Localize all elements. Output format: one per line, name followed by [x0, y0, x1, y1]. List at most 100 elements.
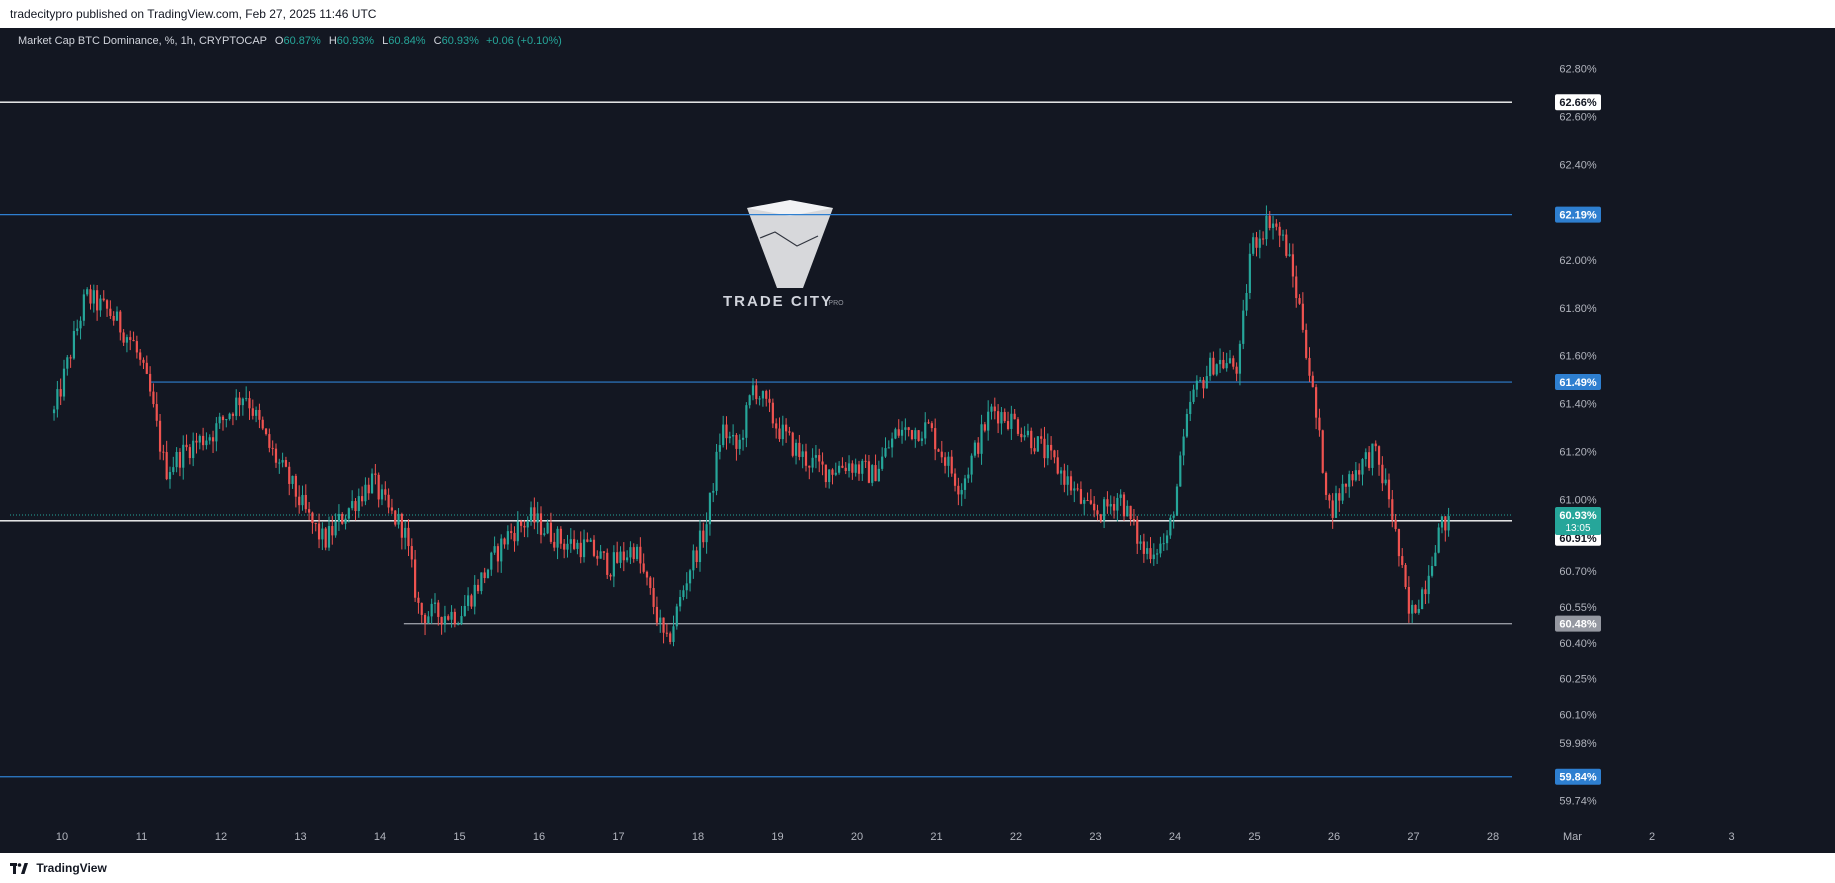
candle-body	[669, 633, 672, 642]
candle-body	[718, 445, 721, 452]
candle-body	[1364, 452, 1367, 460]
candle-body	[626, 557, 629, 561]
candle-body	[1324, 472, 1328, 495]
candle-body	[1106, 499, 1109, 507]
candle-body	[241, 398, 244, 406]
candle-body	[1321, 430, 1324, 473]
candle-body	[437, 602, 440, 617]
candle-body	[592, 539, 596, 556]
candle-body	[364, 484, 367, 502]
candle-body	[997, 411, 1000, 424]
candle-body	[659, 617, 662, 623]
candle-body	[1000, 412, 1003, 424]
level-label: 59.84%	[1559, 772, 1597, 784]
candle-body	[788, 431, 791, 433]
candle-body	[1099, 514, 1102, 521]
candle-body	[778, 428, 781, 440]
candle-body	[407, 527, 410, 547]
candle-body	[960, 489, 963, 495]
candle-body	[963, 478, 967, 490]
candle-body	[533, 507, 536, 523]
candle-body	[119, 311, 122, 333]
candle-body	[1139, 541, 1142, 544]
candle-body	[1295, 276, 1298, 299]
level-label: 61.49%	[1559, 377, 1597, 389]
candle-body	[258, 409, 261, 420]
candle-body	[135, 341, 138, 353]
candle-body	[741, 437, 745, 440]
candle-body	[543, 533, 546, 535]
watermark-logo-top	[747, 200, 833, 216]
candle-body	[82, 294, 85, 321]
price-tick-label: 62.60%	[1559, 112, 1597, 124]
footer-brand: TradingView	[36, 861, 107, 875]
candle-body	[1043, 438, 1046, 459]
candle-body	[89, 289, 92, 304]
candle-body	[586, 539, 589, 542]
time-tick-label: 27	[1407, 831, 1419, 843]
candle-body	[556, 528, 559, 548]
chart-area[interactable]: TRADE CITY PRO 62.80% 62.60% 62.40% 62.00% 6…	[0, 28, 1835, 853]
candle-body	[900, 429, 904, 436]
candle-body	[52, 409, 56, 414]
candle-body	[503, 538, 506, 545]
level-label: 62.19%	[1559, 210, 1597, 222]
candle-body	[1311, 375, 1314, 388]
publisher-header: tradecitypro published on TradingView.co…	[0, 0, 1835, 28]
candle-body	[1053, 450, 1056, 458]
candle-body	[1195, 380, 1198, 390]
candle-body	[573, 539, 576, 549]
candle-body	[158, 420, 162, 452]
candlestick-chart[interactable]: TRADE CITY PRO 62.80%62.60%62.40%62.00%6…	[0, 28, 1835, 853]
chart-legend: Market Cap BTC Dominance, %, 1h, CRYPTOC…	[18, 35, 562, 47]
candle-body	[1020, 433, 1023, 438]
candle-body	[639, 546, 642, 564]
price-tick-label: 60.10%	[1559, 710, 1597, 722]
candle-body	[844, 467, 847, 471]
candle-body	[1026, 430, 1030, 436]
level-labels: 62.66% 62.19% 61.49% 60.91% 60.48% 59.84% 60.9…	[1555, 94, 1601, 785]
candle-body	[1036, 436, 1039, 452]
candle-body	[970, 455, 973, 475]
candle-body	[649, 577, 652, 589]
candle-body	[430, 603, 433, 617]
price-axis[interactable]: 62.80% 62.60% 62.40% 62.00% 61.80% 61.60% 61.4…	[1512, 28, 1835, 853]
candle-body	[205, 440, 208, 446]
candle-body	[294, 475, 297, 497]
publisher-text: tradecitypro published on TradingView.co…	[10, 7, 377, 21]
candle-body	[394, 510, 397, 525]
candle-body	[102, 298, 105, 301]
candle-body	[539, 513, 543, 535]
candle-body	[182, 444, 185, 468]
candle-body	[69, 357, 72, 359]
candle-body	[404, 527, 407, 538]
candle-body	[278, 462, 281, 464]
candle-body	[281, 460, 284, 463]
candle-body	[145, 362, 148, 374]
price-tick-label: 62.80%	[1559, 64, 1597, 76]
price-tick-label: 61.80%	[1559, 303, 1597, 315]
price-tick-label: 59.74%	[1559, 796, 1597, 808]
candle-body	[927, 422, 930, 424]
candle-body	[473, 584, 476, 607]
candle-body	[794, 442, 798, 456]
candle-body	[317, 523, 321, 540]
time-axis[interactable]: 10 11 12 13 14 15 16 17 18 19 20 21 22 23 24 25 26 27 28 Ma…	[0, 824, 1835, 853]
candle-body	[188, 447, 191, 459]
candle-body	[387, 494, 390, 508]
candle-body	[198, 435, 201, 443]
candle-body	[264, 428, 268, 435]
candle-body	[950, 456, 953, 474]
candle-body	[1387, 479, 1391, 500]
candle-body	[1394, 519, 1397, 530]
candle-body	[732, 435, 735, 437]
candle-body	[1089, 500, 1092, 504]
candle-body	[523, 525, 526, 528]
legend-close-label: C	[433, 35, 442, 47]
candle-body	[857, 464, 861, 474]
candle-body	[331, 526, 334, 536]
candle-body	[1202, 379, 1205, 389]
candle-body	[447, 616, 450, 620]
time-tick-label: 17	[612, 831, 624, 843]
candle-body	[1248, 253, 1251, 293]
